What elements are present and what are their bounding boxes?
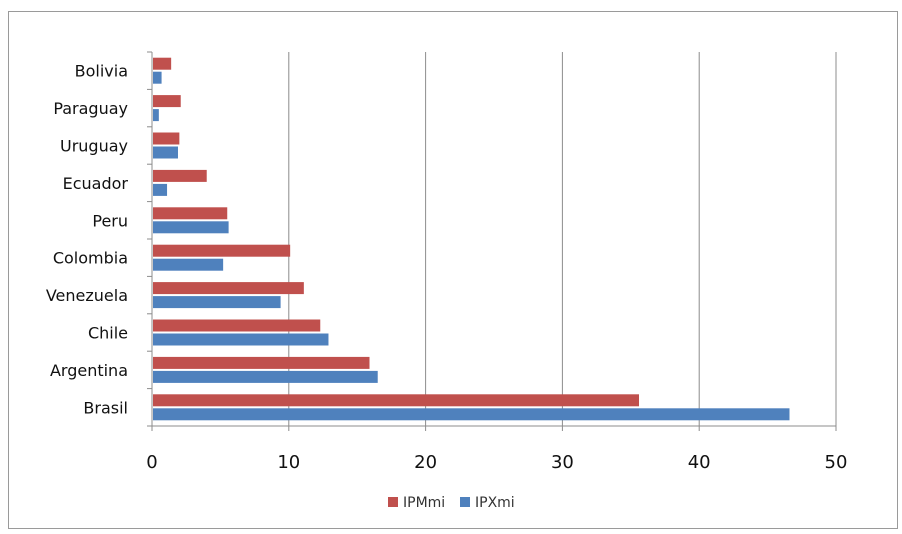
bar-ipmmi-colombia xyxy=(153,244,291,257)
category-label: Venezuela xyxy=(46,286,128,305)
legend: IPMmi IPXmi xyxy=(388,495,515,511)
x-tick-label: 20 xyxy=(414,452,437,473)
bar-ipmmi-bolivia xyxy=(153,57,172,70)
legend-swatch-ipxmi xyxy=(460,497,470,507)
bar-ipmmi-peru xyxy=(153,207,228,220)
bar-ipxmi-chile xyxy=(153,333,329,346)
bar-ipmmi-ecuador xyxy=(153,169,207,182)
bar-ipmmi-uruguay xyxy=(153,132,180,145)
legend-label: IPMmi xyxy=(403,495,445,511)
legend-swatch-ipmmi xyxy=(388,497,398,507)
bar-ipxmi-bolivia xyxy=(153,71,162,84)
category-label: Colombia xyxy=(53,249,128,268)
category-label: Peru xyxy=(92,211,128,230)
bar-ipmmi-venezuela xyxy=(153,282,304,295)
bar-ipxmi-ecuador xyxy=(153,183,168,196)
bar-ipxmi-peru xyxy=(153,221,229,234)
bars xyxy=(153,57,790,421)
x-tick-label: 40 xyxy=(688,452,711,473)
bar-ipmmi-paraguay xyxy=(153,95,181,108)
bar-ipxmi-uruguay xyxy=(153,146,178,159)
category-label: Argentina xyxy=(50,361,128,380)
category-label: Paraguay xyxy=(53,99,128,118)
bar-ipxmi-brasil xyxy=(153,408,790,421)
category-label: Brasil xyxy=(83,398,128,417)
bar-ipxmi-colombia xyxy=(153,258,224,271)
bar-ipmmi-chile xyxy=(153,319,321,332)
bar-ipmmi-brasil xyxy=(153,394,640,407)
bar-ipxmi-paraguay xyxy=(153,109,159,122)
x-tick-label: 10 xyxy=(277,452,300,473)
bar-ipmmi-argentina xyxy=(153,356,370,369)
category-label: Chile xyxy=(88,324,128,343)
x-tick-label: 50 xyxy=(825,452,848,473)
category-label: Ecuador xyxy=(63,174,129,193)
category-label: Uruguay xyxy=(60,137,128,156)
labels: 0 10 20 30 40 50 Bolivia Paraguay Uruguay Ecuador… xyxy=(46,62,848,473)
legend-label: IPXmi xyxy=(475,495,515,511)
axes xyxy=(147,51,837,431)
x-tick-label: 0 xyxy=(146,452,157,473)
x-tick-label: 30 xyxy=(551,452,574,473)
category-label: Bolivia xyxy=(75,62,128,81)
bar-ipxmi-venezuela xyxy=(153,296,281,309)
gridlines xyxy=(288,52,837,426)
bar-ipxmi-argentina xyxy=(153,370,378,383)
